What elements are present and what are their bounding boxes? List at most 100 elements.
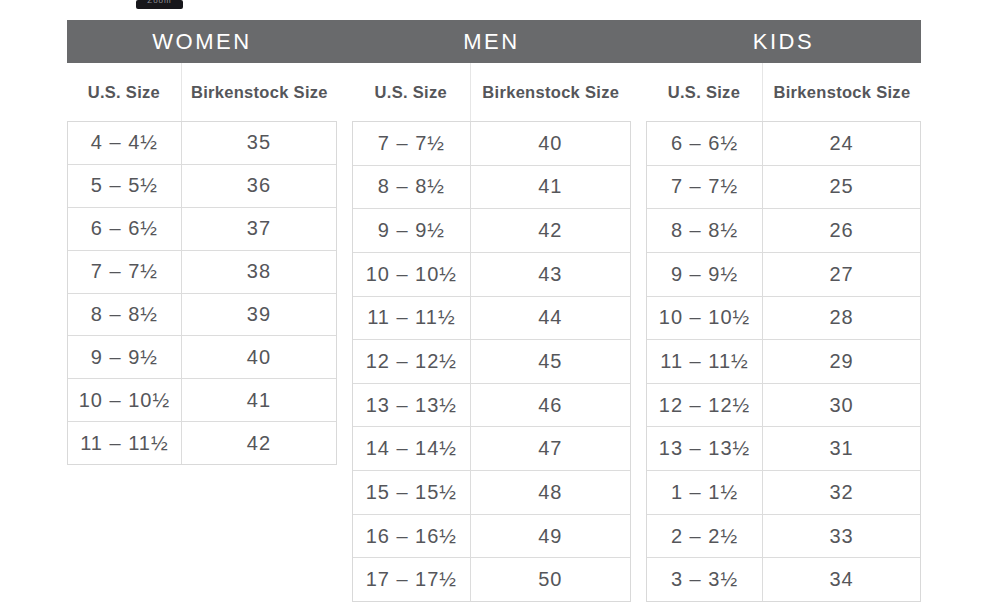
- size-row: 5 – 5½36: [68, 164, 336, 207]
- women-size-table: 4 – 4½355 – 5½366 – 6½377 – 7½388 – 8½39…: [67, 121, 337, 465]
- size-row: 9 – 9½42: [353, 208, 630, 252]
- birkenstock-size-cell: 24: [763, 122, 920, 165]
- birkenstock-size-cell: 28: [763, 297, 920, 340]
- zoom-button[interactable]: Zoom: [136, 0, 183, 9]
- size-row: 6 – 6½24: [647, 122, 920, 165]
- us-size-cell: 12 – 12½: [647, 384, 763, 427]
- birkenstock-size-cell: 40: [182, 336, 336, 378]
- size-row: 13 – 13½31: [647, 426, 920, 470]
- us-size-column-header: U.S. Size: [352, 63, 471, 121]
- size-row: 16 – 16½49: [353, 514, 630, 558]
- birkenstock-size-cell: 26: [763, 209, 920, 252]
- us-size-cell: 8 – 8½: [68, 294, 182, 336]
- us-size-cell: 4 – 4½: [68, 122, 182, 164]
- birkenstock-size-cell: 38: [182, 251, 336, 293]
- men-size-table: 7 – 7½408 – 8½419 – 9½4210 – 10½4311 – 1…: [352, 121, 631, 602]
- size-row: 11 – 11½42: [68, 421, 336, 464]
- size-row: 7 – 7½40: [353, 122, 630, 165]
- size-row: 9 – 9½40: [68, 335, 336, 378]
- size-row: 4 – 4½35: [68, 122, 336, 164]
- kids-size-table: 6 – 6½247 – 7½258 – 8½269 – 9½2710 – 10½…: [646, 121, 921, 602]
- size-row: 13 – 13½46: [353, 383, 630, 427]
- size-row: 8 – 8½39: [68, 293, 336, 336]
- birkenstock-size-cell: 43: [471, 253, 630, 296]
- size-row: 10 – 10½41: [68, 378, 336, 421]
- us-size-cell: 1 – 1½: [647, 471, 763, 514]
- birkenstock-size-cell: 49: [471, 515, 630, 558]
- zoom-button-label: Zoom: [147, 0, 171, 6]
- birkenstock-size-column-header: Birkenstock Size: [763, 63, 921, 121]
- section-label-women: WOMEN: [67, 29, 337, 55]
- birkenstock-size-cell: 40: [471, 122, 630, 165]
- birkenstock-size-column-header: Birkenstock Size: [182, 63, 337, 121]
- size-row: 7 – 7½25: [647, 165, 920, 209]
- us-size-cell: 11 – 11½: [353, 297, 471, 340]
- birkenstock-size-cell: 31: [763, 427, 920, 470]
- us-size-cell: 11 – 11½: [68, 422, 182, 464]
- us-size-cell: 7 – 7½: [647, 166, 763, 209]
- section-label-men: MEN: [352, 29, 631, 55]
- birkenstock-size-cell: 27: [763, 253, 920, 296]
- birkenstock-size-cell: 46: [471, 384, 630, 427]
- size-row: 6 – 6½37: [68, 207, 336, 250]
- birkenstock-size-cell: 48: [471, 471, 630, 514]
- us-size-cell: 15 – 15½: [353, 471, 471, 514]
- us-size-cell: 6 – 6½: [68, 208, 182, 250]
- us-size-cell: 11 – 11½: [647, 340, 763, 383]
- us-size-cell: 17 – 17½: [353, 558, 471, 601]
- size-row: 10 – 10½43: [353, 252, 630, 296]
- us-size-cell: 6 – 6½: [647, 122, 763, 165]
- us-size-cell: 2 – 2½: [647, 515, 763, 558]
- us-size-cell: 7 – 7½: [353, 122, 471, 165]
- birkenstock-size-cell: 36: [182, 165, 336, 207]
- us-size-cell: 9 – 9½: [647, 253, 763, 296]
- us-size-column-header: U.S. Size: [67, 63, 182, 121]
- size-row: 2 – 2½33: [647, 514, 920, 558]
- size-chart: U.S. Size Birkenstock Size 4 – 4½355 – 5…: [67, 63, 921, 602]
- men-column-headers: U.S. Size Birkenstock Size: [352, 63, 631, 121]
- us-size-cell: 10 – 10½: [647, 297, 763, 340]
- kids-column-headers: U.S. Size Birkenstock Size: [646, 63, 921, 121]
- birkenstock-size-cell: 29: [763, 340, 920, 383]
- birkenstock-size-cell: 25: [763, 166, 920, 209]
- women-section: U.S. Size Birkenstock Size 4 – 4½355 – 5…: [67, 63, 337, 465]
- birkenstock-size-cell: 42: [471, 209, 630, 252]
- us-size-cell: 14 – 14½: [353, 427, 471, 470]
- us-size-cell: 7 – 7½: [68, 251, 182, 293]
- us-size-cell: 9 – 9½: [68, 336, 182, 378]
- birkenstock-size-cell: 37: [182, 208, 336, 250]
- birkenstock-size-cell: 47: [471, 427, 630, 470]
- size-row: 12 – 12½45: [353, 339, 630, 383]
- us-size-column-header: U.S. Size: [646, 63, 763, 121]
- birkenstock-size-cell: 35: [182, 122, 336, 164]
- women-column-headers: U.S. Size Birkenstock Size: [67, 63, 337, 121]
- us-size-cell: 9 – 9½: [353, 209, 471, 252]
- us-size-cell: 5 – 5½: [68, 165, 182, 207]
- us-size-cell: 13 – 13½: [353, 384, 471, 427]
- birkenstock-size-cell: 41: [471, 166, 630, 209]
- size-row: 8 – 8½26: [647, 208, 920, 252]
- size-row: 1 – 1½32: [647, 470, 920, 514]
- birkenstock-size-cell: 33: [763, 515, 920, 558]
- us-size-cell: 10 – 10½: [68, 379, 182, 421]
- size-row: 17 – 17½50: [353, 557, 630, 601]
- size-row: 12 – 12½30: [647, 383, 920, 427]
- birkenstock-size-cell: 44: [471, 297, 630, 340]
- birkenstock-size-cell: 41: [182, 379, 336, 421]
- us-size-cell: 16 – 16½: [353, 515, 471, 558]
- size-row: 11 – 11½29: [647, 339, 920, 383]
- section-header-bar: WOMEN MEN KIDS: [67, 20, 921, 63]
- birkenstock-size-cell: 45: [471, 340, 630, 383]
- size-row: 10 – 10½28: [647, 296, 920, 340]
- us-size-cell: 8 – 8½: [353, 166, 471, 209]
- men-section: U.S. Size Birkenstock Size 7 – 7½408 – 8…: [352, 63, 631, 602]
- size-row: 11 – 11½44: [353, 296, 630, 340]
- size-row: 3 – 3½34: [647, 557, 920, 601]
- us-size-cell: 3 – 3½: [647, 558, 763, 601]
- us-size-cell: 8 – 8½: [647, 209, 763, 252]
- birkenstock-size-column-header: Birkenstock Size: [471, 63, 631, 121]
- birkenstock-size-cell: 39: [182, 294, 336, 336]
- size-row: 14 – 14½47: [353, 426, 630, 470]
- us-size-cell: 13 – 13½: [647, 427, 763, 470]
- size-row: 7 – 7½38: [68, 250, 336, 293]
